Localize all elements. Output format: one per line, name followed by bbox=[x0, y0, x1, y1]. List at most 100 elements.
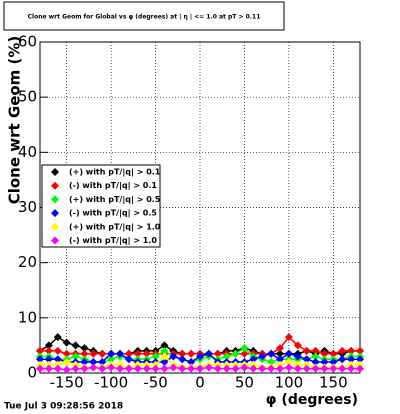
legend-label: (-) with pT/|q| > 0.1 bbox=[69, 181, 157, 190]
data-point bbox=[302, 355, 311, 364]
data-point bbox=[44, 355, 53, 364]
data-point bbox=[338, 355, 347, 364]
data-point bbox=[187, 349, 196, 358]
data-point bbox=[187, 364, 196, 373]
legend-label: (+) with pT/|q| > 0.1 bbox=[69, 168, 161, 177]
data-point bbox=[329, 364, 338, 373]
x-axis-label: φ (degrees) bbox=[266, 392, 358, 408]
y-tick-label: 60 bbox=[18, 33, 37, 51]
data-point bbox=[53, 333, 62, 342]
data-point bbox=[347, 346, 356, 355]
data-point bbox=[347, 364, 356, 373]
data-point bbox=[80, 349, 89, 358]
data-point bbox=[311, 346, 320, 355]
data-point bbox=[151, 364, 160, 373]
data-point bbox=[302, 364, 311, 373]
data-point bbox=[107, 355, 116, 364]
data-point bbox=[89, 349, 98, 358]
legend-marker bbox=[51, 222, 59, 231]
y-tick-label: 20 bbox=[18, 253, 37, 271]
data-point bbox=[347, 355, 356, 364]
data-point bbox=[178, 349, 187, 358]
data-point bbox=[311, 364, 320, 373]
data-point bbox=[284, 349, 293, 358]
data-point bbox=[98, 364, 107, 373]
data-point bbox=[240, 363, 249, 372]
data-point bbox=[151, 352, 160, 361]
data-point bbox=[356, 346, 364, 355]
data-point bbox=[276, 349, 284, 358]
data-point bbox=[267, 349, 276, 358]
data-point bbox=[249, 355, 258, 364]
data-point bbox=[178, 364, 187, 373]
data-point bbox=[240, 349, 249, 358]
data-point bbox=[222, 364, 231, 373]
data-point bbox=[80, 364, 89, 373]
data-point bbox=[98, 349, 107, 358]
data-point bbox=[142, 349, 151, 358]
data-point bbox=[329, 349, 338, 358]
data-point bbox=[293, 352, 302, 361]
data-point bbox=[267, 364, 276, 373]
y-tick-label: 10 bbox=[18, 308, 37, 326]
legend-marker bbox=[51, 181, 59, 190]
data-point bbox=[160, 341, 169, 350]
data-point bbox=[204, 349, 213, 358]
data-point bbox=[284, 363, 293, 372]
data-point bbox=[329, 357, 338, 366]
data-point bbox=[160, 352, 169, 361]
data-point bbox=[133, 349, 142, 358]
data-point bbox=[89, 357, 98, 366]
data-point bbox=[178, 355, 187, 364]
legend-marker bbox=[51, 209, 59, 218]
data-point bbox=[249, 364, 258, 373]
legend-label: (-) with pT/|q| > 1.0 bbox=[69, 236, 157, 245]
y-tick-label: 30 bbox=[18, 198, 37, 216]
data-point bbox=[338, 346, 347, 355]
data-point bbox=[204, 363, 213, 372]
data-point bbox=[36, 364, 44, 373]
data-point bbox=[293, 341, 302, 350]
data-point bbox=[71, 341, 80, 350]
legend-marker bbox=[51, 168, 59, 176]
data-point bbox=[267, 357, 276, 366]
data-point bbox=[302, 346, 311, 355]
legend-box bbox=[41, 164, 161, 248]
data-point bbox=[356, 364, 364, 373]
data-point bbox=[320, 349, 329, 358]
data-point bbox=[284, 333, 293, 342]
data-point bbox=[160, 346, 169, 355]
data-point bbox=[231, 364, 240, 373]
data-point bbox=[160, 357, 169, 366]
data-point bbox=[320, 357, 329, 366]
data-point bbox=[116, 364, 124, 373]
data-point bbox=[196, 352, 204, 361]
data-point bbox=[196, 364, 204, 373]
x-tick-label: 50 bbox=[235, 374, 254, 392]
x-tick-label: 100 bbox=[275, 374, 304, 392]
data-point bbox=[80, 357, 89, 366]
x-tick-label: -50 bbox=[143, 374, 168, 392]
data-point bbox=[258, 364, 267, 373]
data-point bbox=[44, 341, 53, 350]
data-point bbox=[62, 349, 71, 358]
data-point bbox=[169, 352, 178, 361]
x-tick-label: 0 bbox=[195, 374, 205, 392]
data-point bbox=[53, 355, 62, 364]
data-point bbox=[62, 357, 71, 366]
legend-label: (-) with pT/|q| > 0.5 bbox=[69, 209, 157, 218]
data-point bbox=[44, 364, 53, 373]
data-point bbox=[187, 357, 196, 366]
data-point bbox=[213, 364, 222, 373]
data-point bbox=[213, 349, 222, 358]
data-point bbox=[53, 346, 62, 355]
data-point bbox=[338, 364, 347, 373]
x-tick-label: 150 bbox=[319, 374, 348, 392]
data-point bbox=[284, 357, 293, 366]
data-point bbox=[62, 338, 71, 347]
footer: Tue Jul 3 09:28:56 2018 bbox=[4, 402, 123, 412]
data-point bbox=[124, 355, 133, 364]
data-point bbox=[107, 363, 116, 372]
